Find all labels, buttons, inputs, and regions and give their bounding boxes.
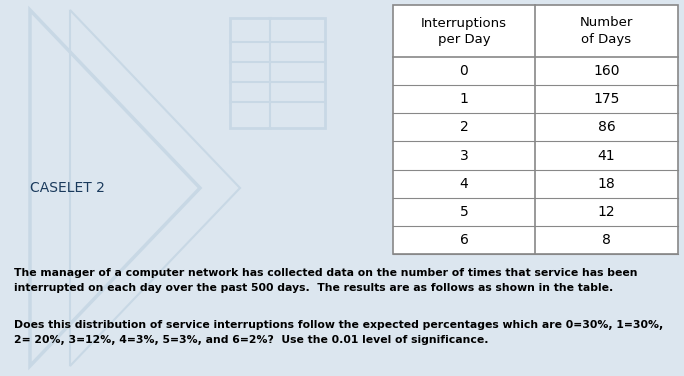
Text: 175: 175	[593, 92, 620, 106]
Text: The manager of a computer network has collected data on the number of times that: The manager of a computer network has co…	[14, 268, 637, 293]
Text: CASELET 2: CASELET 2	[30, 181, 105, 195]
Text: Number
of Days: Number of Days	[580, 17, 633, 45]
Text: 12: 12	[598, 205, 616, 219]
Bar	[230, 18, 325, 128]
Text: 4: 4	[460, 177, 469, 191]
Text: 5: 5	[460, 205, 469, 219]
Text: 86: 86	[598, 120, 616, 134]
Text: 6: 6	[460, 233, 469, 247]
Bar	[393, 5, 678, 254]
Text: Does this distribution of service interruptions follow the expected percentages : Does this distribution of service interr…	[14, 320, 663, 345]
Text: Interruptions
per Day: Interruptions per Day	[421, 17, 507, 45]
Bar	[393, 5, 678, 254]
Text: 18: 18	[598, 177, 616, 191]
Text: 41: 41	[598, 149, 616, 162]
Text: 8: 8	[602, 233, 611, 247]
Text: 1: 1	[460, 92, 469, 106]
Text: 160: 160	[593, 64, 620, 78]
Text: 2: 2	[460, 120, 469, 134]
Text: 3: 3	[460, 149, 469, 162]
Text: 0: 0	[460, 64, 469, 78]
